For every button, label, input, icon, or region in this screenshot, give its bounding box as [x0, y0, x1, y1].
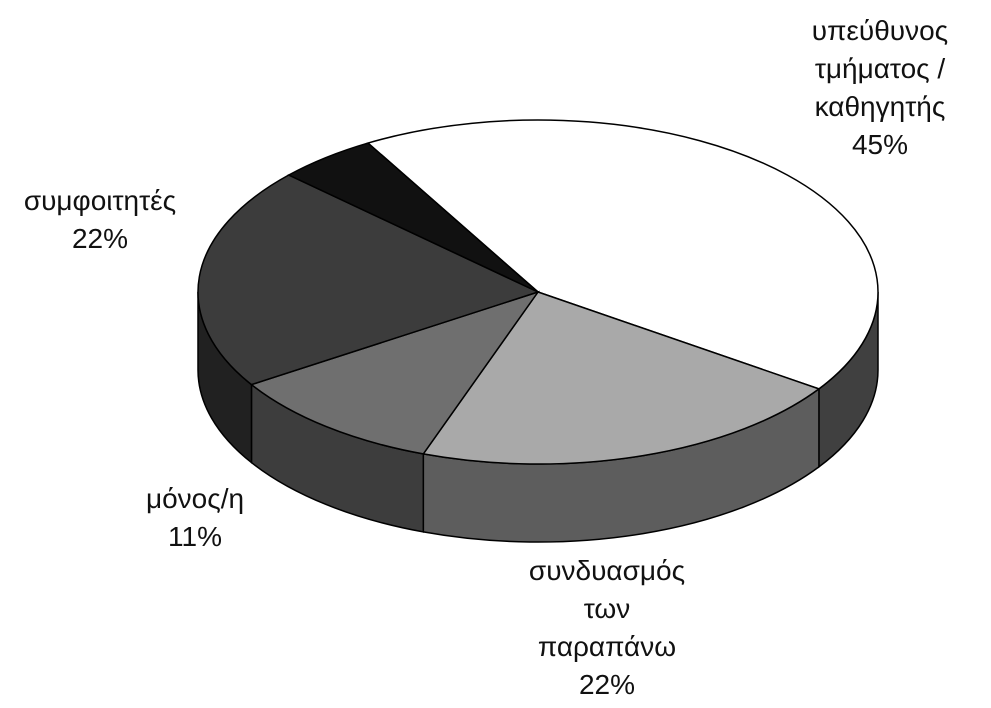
slice-label: συνδυασμός των παραπάνω: [529, 555, 685, 662]
slice-percent: 11%: [168, 521, 222, 552]
label-line: υπεύθυνος: [812, 15, 948, 46]
slice: [249, 290, 540, 455]
slice: [366, 119, 879, 390]
slice-label: μόνος/η: [146, 483, 244, 514]
label-line: των: [584, 593, 631, 624]
label-line: συνδυασμός: [529, 555, 685, 586]
slice: [197, 174, 541, 386]
label-line: τμήματος /: [815, 53, 946, 84]
label-line: καθηγητής: [815, 91, 946, 122]
slice-label: συμφοιτητές: [24, 185, 176, 216]
slice-label: υπεύθυνος τμήματος / καθηγητής: [812, 15, 948, 122]
slice-percent: 22%: [72, 223, 128, 254]
slice-percent: 22%: [579, 669, 635, 700]
label-line: παραπάνω: [538, 631, 676, 662]
slice: [287, 142, 539, 293]
slice: [422, 291, 821, 465]
label-line: μόνος/η: [146, 483, 244, 514]
slice-percent: 45%: [852, 129, 908, 160]
label-line: συμφοιτητές: [24, 185, 176, 216]
